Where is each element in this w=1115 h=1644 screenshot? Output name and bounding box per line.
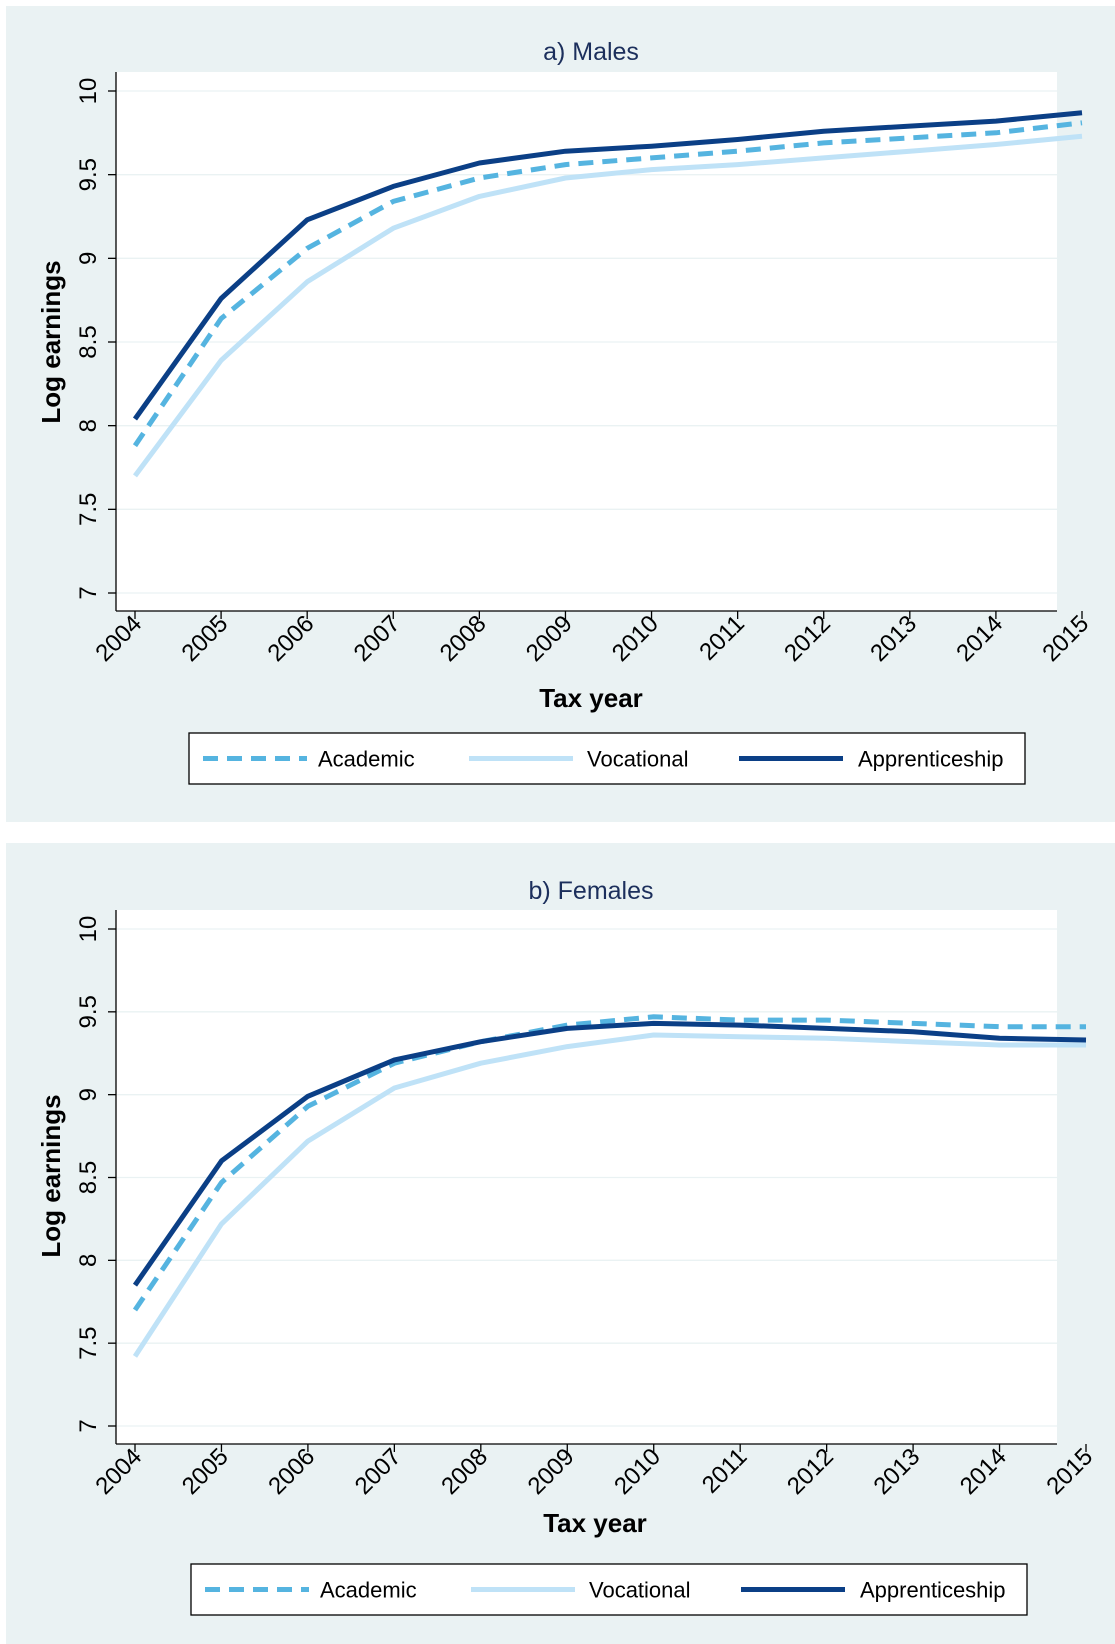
legend-label-academic: Academic — [320, 1578, 417, 1603]
males-chart-panel: a) Males Log earnings Tax year 7 7.5 8 8.5 9… — [6, 6, 1115, 822]
y-tick-label: 7.5 — [75, 493, 102, 526]
legend-label-academic: Academic — [318, 747, 415, 772]
y-tick-label: 7.5 — [75, 1326, 102, 1359]
x-tick-label: 2012 — [782, 1443, 839, 1500]
x-tick-label: 2014 — [951, 610, 1008, 667]
x-tick-label: 2015 — [1041, 1443, 1098, 1500]
x-tick-label: 2010 — [607, 610, 664, 667]
y-tick-label: 8 — [75, 419, 102, 432]
y-tick-label: 8.5 — [75, 325, 102, 358]
x-tick-label: 2006 — [263, 1443, 320, 1500]
x-tick-label: 2005 — [176, 610, 233, 667]
legend-label-apprenticeship: Apprenticeship — [858, 747, 1004, 772]
x-tick-label: 2004 — [90, 1443, 147, 1500]
x-tick-label: 2009 — [523, 1443, 580, 1500]
x-tick-label: 2008 — [436, 1443, 493, 1500]
x-tick-label: 2013 — [868, 1443, 925, 1500]
y-tick-label: 10 — [75, 78, 102, 105]
x-tick-label: 2011 — [697, 1443, 753, 1499]
chart-title: a) Males — [543, 38, 639, 66]
x-tick-label: 2005 — [177, 1443, 234, 1500]
legend-label-vocational: Vocational — [589, 1578, 691, 1603]
x-tick-label: 2007 — [349, 610, 406, 667]
y-tick-label: 9.5 — [75, 158, 102, 191]
x-tick-label: 2012 — [779, 610, 836, 667]
x-tick-label: 2004 — [90, 610, 147, 667]
legend-label-apprenticeship: Apprenticeship — [860, 1578, 1006, 1603]
y-tick-label: 8 — [75, 1254, 102, 1267]
legend-label-vocational: Vocational — [587, 747, 689, 772]
y-tick-label: 7 — [75, 586, 102, 599]
females-line-chart: b) Females Log earnings Tax year 7 7.5 8 8.… — [36, 877, 1098, 1616]
series-line-vocational — [132, 133, 1083, 478]
series-line-academic — [132, 120, 1083, 448]
males-line-chart: a) Males Log earnings Tax year 7 7.5 8 8.5 9… — [36, 38, 1094, 785]
x-tick-label: 2011 — [694, 610, 750, 666]
y-axis-title: Log earnings — [36, 1094, 66, 1257]
series-line-apprenticeship — [132, 1020, 1087, 1287]
series-line-vocational — [132, 1032, 1086, 1358]
x-tick-label: 2008 — [435, 610, 492, 667]
legend — [190, 1563, 1028, 1616]
series-line-apprenticeship — [132, 110, 1083, 421]
x-tick-label: 2013 — [865, 610, 922, 667]
y-tick-label: 9.5 — [75, 995, 102, 1028]
x-axis-title: Tax year — [543, 1508, 647, 1538]
x-tick-label: 2006 — [263, 610, 320, 667]
x-axis-title: Tax year — [539, 683, 643, 713]
y-tick-label: 9 — [75, 1088, 102, 1101]
y-tick-label: 9 — [75, 252, 102, 265]
x-tick-label: 2009 — [521, 610, 578, 667]
y-tick-label: 7 — [75, 1419, 102, 1432]
y-tick-label: 10 — [75, 916, 102, 943]
x-tick-label: 2015 — [1037, 610, 1094, 667]
chart-title: b) Females — [528, 877, 653, 905]
legend — [188, 732, 1026, 785]
x-tick-label: 2014 — [955, 1443, 1012, 1500]
series-line-academic — [132, 1014, 1086, 1312]
y-axis-title: Log earnings — [36, 260, 66, 423]
y-tick-label: 8.5 — [75, 1161, 102, 1194]
x-tick-label: 2010 — [609, 1443, 666, 1500]
females-chart-panel: b) Females Log earnings Tax year 7 7.5 8 8.… — [6, 843, 1115, 1644]
x-tick-label: 2007 — [350, 1443, 407, 1500]
